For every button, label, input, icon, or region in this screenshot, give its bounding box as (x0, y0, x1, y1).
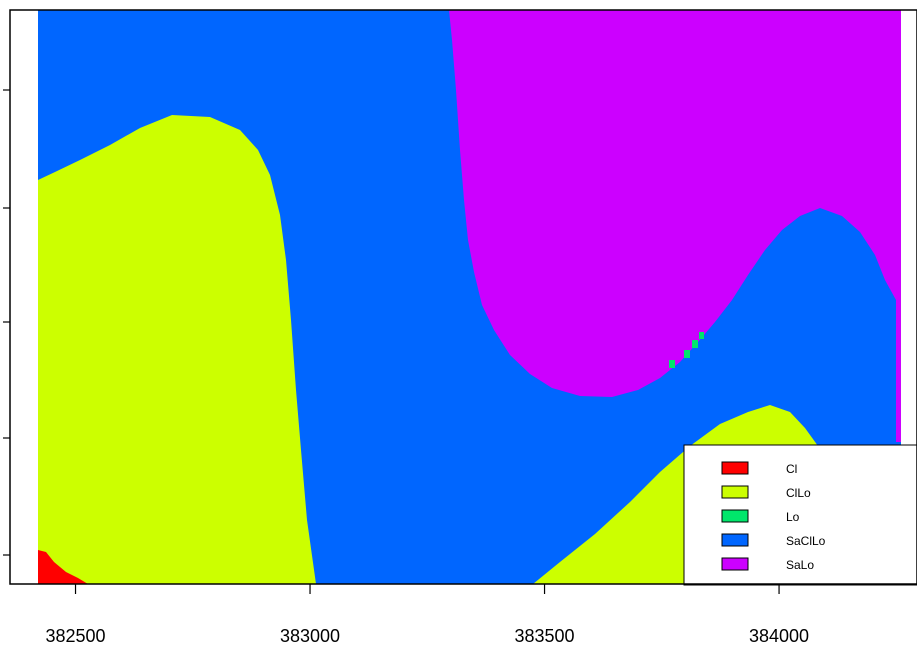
legend-swatch-cl (721, 461, 749, 475)
x-tick-label: 384000 (749, 626, 809, 646)
legend-swatch-sacllo (721, 533, 749, 547)
plot-frame (9, 9, 917, 585)
region-salo (449, 10, 901, 442)
legend-label-sacllo: SaClLo (786, 534, 826, 548)
x-tick-label: 382500 (45, 626, 105, 646)
x-axis: 382500 383000 383500 384000 (45, 584, 809, 646)
x-tick-label: 383500 (515, 626, 575, 646)
region-lo (669, 332, 704, 368)
y-axis (3, 89, 10, 556)
x-tick-label: 383000 (280, 626, 340, 646)
legend-swatch-salo (721, 557, 749, 571)
legend-label-salo: SaLo (786, 558, 814, 572)
map-raster (38, 10, 901, 584)
legend: Cl ClLo Lo SaClLo SaLo (683, 444, 917, 586)
legend-swatch-cllo (721, 485, 749, 499)
legend-label-lo: Lo (786, 510, 800, 524)
legend-label-cl: Cl (786, 462, 797, 476)
legend-swatch-lo (721, 509, 749, 523)
region-cl (38, 550, 88, 584)
region-cllo-left (38, 115, 316, 584)
legend-label-cllo: ClLo (786, 486, 811, 500)
